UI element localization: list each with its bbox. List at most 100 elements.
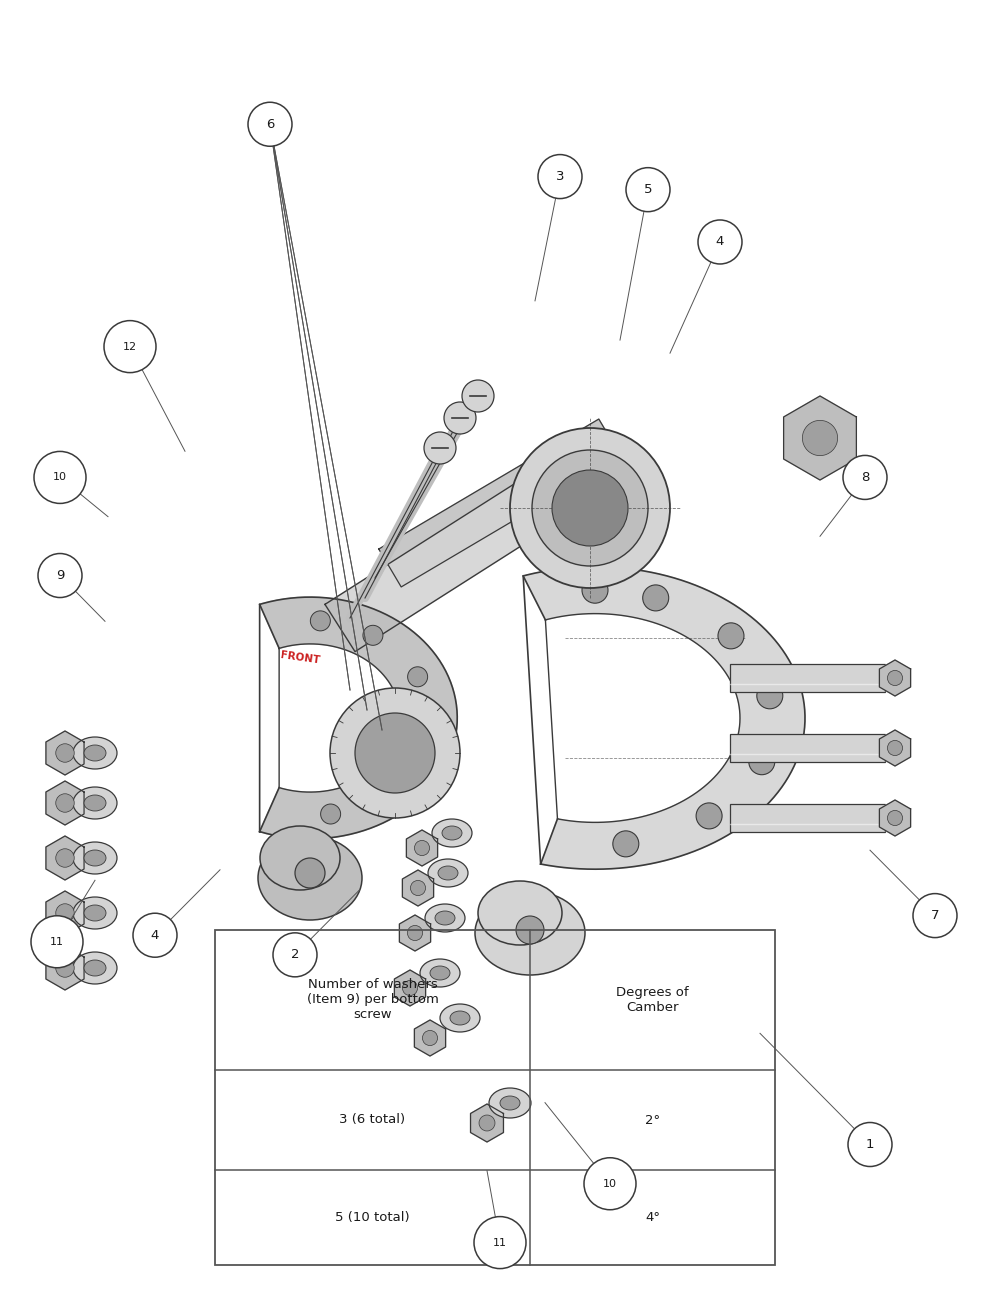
Circle shape xyxy=(582,577,608,603)
Ellipse shape xyxy=(73,842,117,874)
Circle shape xyxy=(384,777,404,797)
Text: 2°: 2° xyxy=(645,1113,660,1126)
Text: 3: 3 xyxy=(556,170,564,183)
Circle shape xyxy=(843,455,887,500)
Polygon shape xyxy=(406,831,438,866)
Text: 3 (6 total): 3 (6 total) xyxy=(339,1113,406,1126)
Ellipse shape xyxy=(260,825,340,889)
Text: 8: 8 xyxy=(861,471,869,484)
Text: 4°: 4° xyxy=(645,1211,660,1224)
Circle shape xyxy=(330,688,460,818)
Bar xyxy=(730,734,885,763)
Circle shape xyxy=(718,623,744,649)
Circle shape xyxy=(56,904,74,922)
Polygon shape xyxy=(523,566,805,870)
Circle shape xyxy=(417,725,437,746)
Polygon shape xyxy=(402,870,434,906)
Polygon shape xyxy=(399,916,431,951)
Ellipse shape xyxy=(500,1096,520,1110)
Polygon shape xyxy=(379,419,621,587)
Circle shape xyxy=(749,748,775,774)
Circle shape xyxy=(414,841,430,855)
Circle shape xyxy=(462,381,494,412)
Circle shape xyxy=(295,858,325,888)
Circle shape xyxy=(613,831,639,857)
Ellipse shape xyxy=(478,882,562,944)
Text: FRONT: FRONT xyxy=(280,650,320,666)
Text: 2: 2 xyxy=(291,948,299,961)
Circle shape xyxy=(38,553,82,598)
Circle shape xyxy=(104,320,156,373)
Circle shape xyxy=(310,611,330,630)
Circle shape xyxy=(444,402,476,434)
Polygon shape xyxy=(394,971,426,1006)
Polygon shape xyxy=(879,800,911,836)
Ellipse shape xyxy=(73,952,117,984)
Circle shape xyxy=(887,671,903,685)
Polygon shape xyxy=(471,1104,503,1142)
Circle shape xyxy=(887,740,903,756)
Ellipse shape xyxy=(435,910,455,925)
Circle shape xyxy=(402,981,418,995)
Circle shape xyxy=(474,1216,526,1269)
Circle shape xyxy=(802,420,838,455)
Polygon shape xyxy=(879,661,911,696)
Polygon shape xyxy=(879,730,911,766)
Ellipse shape xyxy=(450,1011,470,1025)
Circle shape xyxy=(424,432,456,464)
Circle shape xyxy=(31,916,83,968)
Circle shape xyxy=(248,102,292,146)
Circle shape xyxy=(408,667,428,687)
Circle shape xyxy=(321,804,341,824)
Text: 9: 9 xyxy=(56,569,64,582)
Circle shape xyxy=(273,933,317,977)
Circle shape xyxy=(626,167,670,212)
Circle shape xyxy=(698,220,742,264)
Circle shape xyxy=(848,1122,892,1167)
Text: 11: 11 xyxy=(50,937,64,947)
Bar xyxy=(215,930,775,1265)
Circle shape xyxy=(584,1158,636,1210)
Circle shape xyxy=(913,893,957,938)
Polygon shape xyxy=(414,1020,446,1056)
Ellipse shape xyxy=(84,795,106,811)
Circle shape xyxy=(355,713,435,793)
Text: 4: 4 xyxy=(151,929,159,942)
Polygon shape xyxy=(46,891,84,935)
Circle shape xyxy=(133,913,177,957)
Circle shape xyxy=(552,470,628,545)
Polygon shape xyxy=(260,598,457,838)
Ellipse shape xyxy=(84,850,106,866)
Ellipse shape xyxy=(430,967,450,980)
Circle shape xyxy=(56,849,74,867)
Text: 10: 10 xyxy=(53,472,67,483)
Circle shape xyxy=(643,585,669,611)
Circle shape xyxy=(410,880,426,896)
Circle shape xyxy=(887,811,903,825)
Ellipse shape xyxy=(425,904,465,933)
Ellipse shape xyxy=(258,836,362,920)
Ellipse shape xyxy=(73,787,117,819)
Text: 4: 4 xyxy=(716,235,724,249)
Circle shape xyxy=(34,451,86,504)
Ellipse shape xyxy=(489,1088,531,1118)
Circle shape xyxy=(696,803,722,829)
Circle shape xyxy=(407,926,423,940)
Ellipse shape xyxy=(84,905,106,921)
Circle shape xyxy=(56,794,74,812)
Circle shape xyxy=(56,959,74,977)
Ellipse shape xyxy=(432,819,472,848)
Bar xyxy=(730,804,885,832)
Text: Degrees of
Camber: Degrees of Camber xyxy=(616,986,689,1014)
Polygon shape xyxy=(325,464,575,651)
Circle shape xyxy=(363,625,383,645)
Circle shape xyxy=(757,683,783,709)
Polygon shape xyxy=(784,396,856,480)
Ellipse shape xyxy=(73,897,117,929)
Circle shape xyxy=(56,744,74,763)
Text: 1: 1 xyxy=(866,1138,874,1151)
Ellipse shape xyxy=(84,960,106,976)
Circle shape xyxy=(516,916,544,944)
Ellipse shape xyxy=(73,736,117,769)
Ellipse shape xyxy=(438,866,458,880)
